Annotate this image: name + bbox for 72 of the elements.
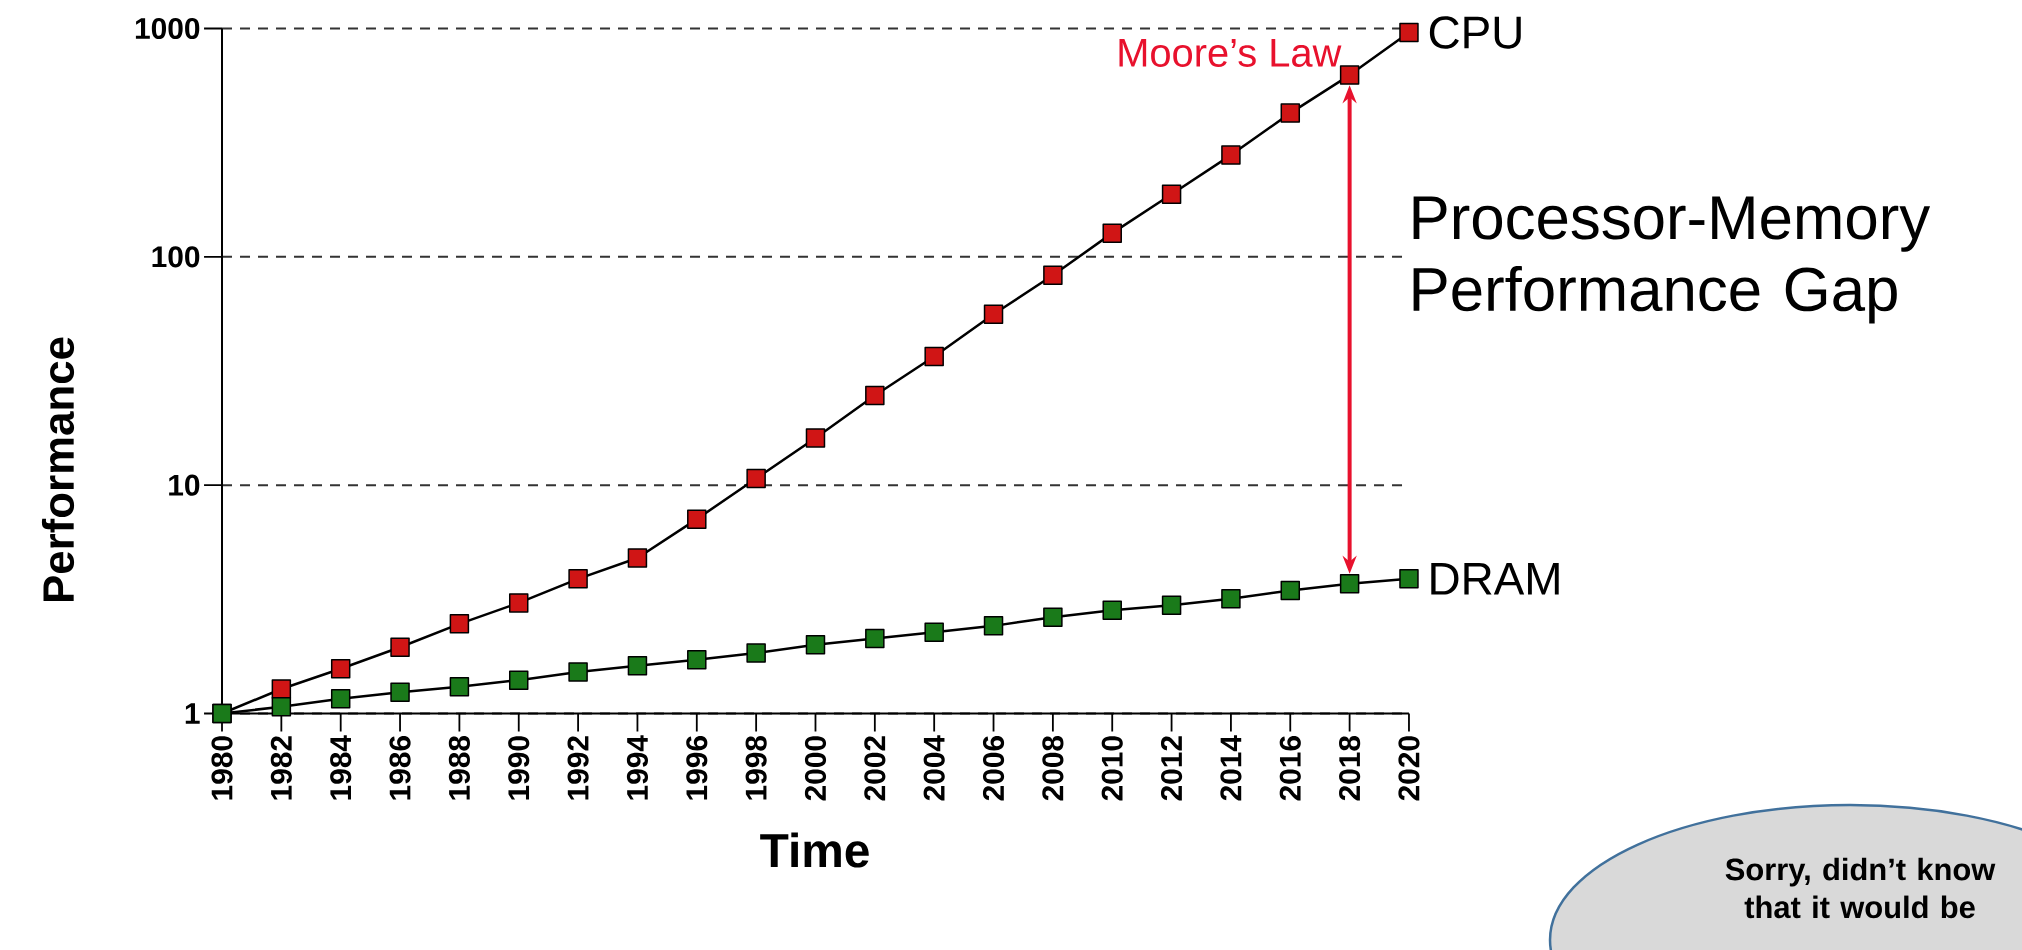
point [983,616,1004,636]
point [924,346,944,367]
x-tick-label: 2014 [1220,735,1242,801]
point [330,659,351,679]
x-tick-label: 2020 [1398,736,1420,801]
point [330,689,351,709]
x-tick-label: 2008 [1042,735,1064,801]
point [390,637,410,658]
point [805,635,826,655]
point [1221,589,1241,609]
point [1161,184,1182,204]
point [1102,223,1122,243]
point [508,670,529,690]
point [687,509,707,529]
x-tick-label: 1994 [626,735,649,800]
point [1043,607,1063,627]
point [568,662,588,682]
point [271,679,292,699]
point [983,304,1004,325]
text: Sorry, didn’t know that it would be [1725,857,1996,919]
x-tick-label: 2004 [923,735,945,801]
x-tick-label: 2016 [1279,736,1301,801]
x-tick-label: 2002 [864,736,886,801]
point [1339,574,1360,594]
point [1280,103,1301,123]
point [746,643,766,663]
point [449,614,470,634]
x-axis-title: Time [760,832,869,868]
point [568,569,588,589]
x-tick-label: 2012 [1160,736,1183,801]
y-tick-label: 1000 [135,17,200,40]
point [271,697,292,717]
x-tick-label: 1992 [567,736,589,800]
annotation: Moore’s Law [1119,39,1342,67]
point [1339,65,1360,85]
point [449,676,470,697]
y-tick-label: 1 [185,703,200,724]
point [865,628,885,649]
x-tick-label: 2006 [982,736,1005,801]
point [805,428,826,448]
point [746,468,766,489]
point [627,655,648,676]
series-label: DRAM [1431,563,1559,595]
point [1043,265,1063,286]
x-tick-label: 1996 [686,736,708,800]
x-tick-label: 2000 [804,736,827,801]
point [390,682,410,702]
point [1161,595,1182,615]
x-tick-label: 1990 [508,736,530,800]
point [1221,145,1241,165]
point [627,548,648,568]
y-tick-label: 100 [152,246,200,268]
point [1399,22,1419,43]
x-tick-label: 1988 [448,735,470,800]
series-label: CPU [1429,16,1521,49]
point [924,622,944,642]
y-axis-title: Performance [41,337,75,602]
x-tick-label: 2010 [1101,736,1123,801]
point [508,593,529,613]
y-tick-label: 10 [169,474,200,496]
point [865,385,885,406]
x-tick-label: 2018 [1339,735,1361,801]
point [1280,580,1301,601]
point [687,649,707,670]
text: Processor-Memory Performance Gap [1413,196,1931,324]
x-tick-label: 1984 [330,735,352,800]
point [1399,569,1419,589]
x-tick-label: 1980 [211,736,233,800]
x-tick-label: 1986 [389,736,411,800]
point [1102,600,1122,621]
x-tick-label: 1982 [270,736,292,800]
x-tick-label: 1998 [745,735,767,800]
